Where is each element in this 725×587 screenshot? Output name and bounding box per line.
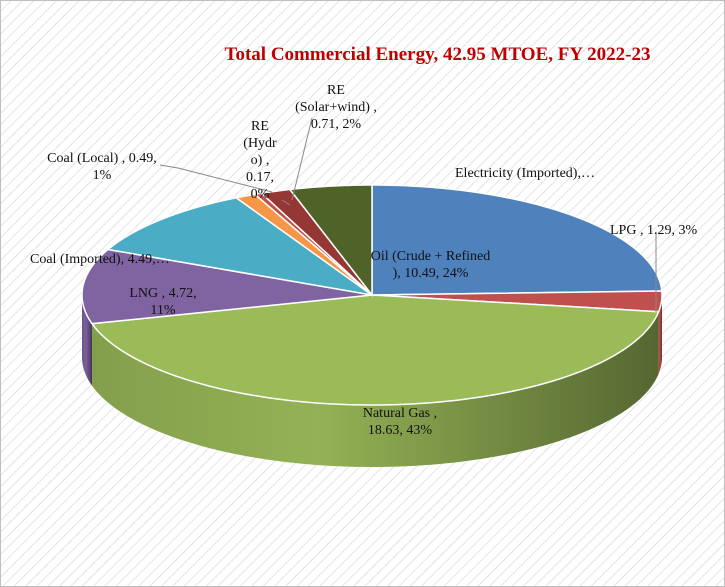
data-label: LPG , 1.29, 3%: [610, 223, 698, 238]
pie-slice: [259, 188, 373, 296]
pie-slice: [106, 196, 373, 296]
pie-slice: [288, 184, 373, 298]
pie-slice: [371, 184, 663, 296]
data-label: RE (Solar+wind) , 0.71, 2%: [295, 83, 377, 132]
pie-slice-side-shade: [82, 295, 93, 386]
leader-line: [281, 199, 291, 206]
data-label: RE (Hydr o) , 0.17, 0%: [243, 119, 277, 202]
data-label: Coal (Local) , 0.49, 1%: [47, 151, 157, 183]
chart-title: Total Commercial Energy, 42.95 MTOE, FY …: [224, 44, 651, 65]
data-label: Oil (Crude + Refined ), 10.49, 24%: [370, 249, 491, 281]
data-label: Natural Gas , 18.63, 43%: [362, 406, 438, 438]
pie-slice: [90, 294, 660, 406]
pie-slice: [371, 290, 663, 313]
data-label: Coal (Imported), 4.49,…: [30, 252, 170, 267]
pie-slice: [81, 248, 373, 325]
leader-line: [291, 117, 313, 201]
pie-slice-side-shade: [658, 295, 662, 374]
leader-line: [159, 164, 273, 193]
pie-slice-side-shade: [92, 311, 659, 467]
data-label: Electricity (Imported),…: [455, 166, 595, 181]
data-label: LNG , 4.72, 11%: [129, 286, 197, 318]
